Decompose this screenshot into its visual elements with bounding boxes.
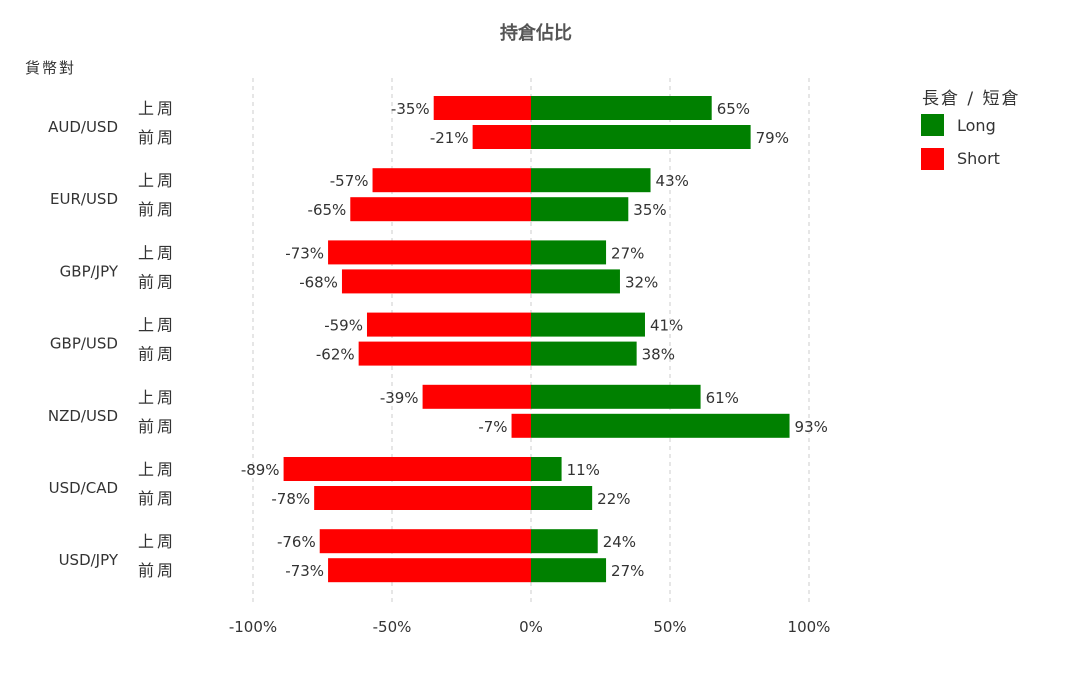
x-axis-ticks: -100% -50% 0% 50% 100% bbox=[229, 618, 831, 636]
short-bar[interactable] bbox=[511, 413, 531, 438]
category-label-usd-cad: USD/CAD bbox=[49, 479, 118, 497]
long-value-label: 93% bbox=[795, 418, 828, 436]
short-value-label: -7% bbox=[478, 418, 507, 436]
long-bar[interactable] bbox=[531, 457, 562, 481]
long-bar[interactable] bbox=[531, 269, 620, 294]
x-tick-label: -50% bbox=[373, 618, 412, 636]
week-label: 上周 bbox=[138, 532, 176, 551]
long-bar[interactable] bbox=[531, 125, 751, 149]
long-bar[interactable] bbox=[531, 529, 598, 554]
short-bar[interactable] bbox=[472, 125, 531, 149]
short-value-label: -39% bbox=[380, 389, 419, 407]
short-bar[interactable] bbox=[328, 558, 531, 583]
x-tick-label: -100% bbox=[229, 618, 277, 636]
week-label: 上周 bbox=[138, 316, 176, 335]
short-bar[interactable] bbox=[366, 312, 531, 337]
long-bar[interactable] bbox=[531, 486, 593, 510]
long-bar[interactable] bbox=[531, 96, 712, 120]
short-value-label: -68% bbox=[299, 273, 338, 291]
long-bar[interactable] bbox=[531, 197, 629, 222]
week-label: 前周 bbox=[138, 489, 176, 508]
grid-layer bbox=[252, 78, 810, 605]
short-value-label: -65% bbox=[308, 201, 347, 219]
category-label-gbp-usd: GBP/USD bbox=[50, 335, 118, 353]
long-value-label: 11% bbox=[567, 461, 600, 479]
x-tick-label: 0% bbox=[519, 618, 543, 636]
short-value-label: -73% bbox=[285, 244, 324, 262]
long-value-label: 27% bbox=[611, 562, 644, 580]
week-label: 上周 bbox=[138, 171, 176, 190]
short-value-label: -78% bbox=[271, 490, 310, 508]
category-label-gbp-jpy: GBP/JPY bbox=[60, 262, 119, 280]
short-value-label: -35% bbox=[391, 100, 430, 118]
short-value-label: -76% bbox=[277, 533, 316, 551]
long-bar[interactable] bbox=[531, 312, 645, 337]
x-tick-label: 50% bbox=[653, 618, 686, 636]
legend-swatch-short bbox=[921, 148, 944, 170]
long-value-label: 27% bbox=[611, 244, 644, 262]
long-value-label: 79% bbox=[756, 129, 789, 147]
week-label: 前周 bbox=[138, 272, 176, 291]
labels-layer: AUD/USD 上周 65% -35% 前周 79% -21% EUR/USD 上周 43% -57… bbox=[48, 99, 828, 580]
legend[interactable]: 長倉 / 短倉 Long Short bbox=[921, 89, 1021, 170]
long-bar[interactable] bbox=[531, 384, 701, 409]
long-value-label: 61% bbox=[706, 389, 739, 407]
short-value-label: -73% bbox=[285, 562, 324, 580]
long-value-label: 38% bbox=[642, 346, 675, 364]
long-bar[interactable] bbox=[531, 240, 607, 265]
short-bar[interactable] bbox=[314, 486, 531, 510]
legend-title: 長倉 / 短倉 bbox=[922, 89, 1021, 109]
legend-label-short: Short bbox=[957, 149, 1000, 168]
long-bar[interactable] bbox=[531, 168, 651, 193]
week-label: 上周 bbox=[138, 388, 176, 407]
long-value-label: 22% bbox=[597, 490, 630, 508]
short-bar[interactable] bbox=[350, 197, 531, 222]
category-label-aud-usd: AUD/USD bbox=[48, 118, 118, 136]
long-bar[interactable] bbox=[531, 413, 790, 438]
category-label-eur-usd: EUR/USD bbox=[50, 190, 118, 208]
week-label: 前周 bbox=[138, 561, 176, 580]
short-value-label: -57% bbox=[330, 172, 369, 190]
short-bar[interactable] bbox=[341, 269, 531, 294]
long-value-label: 41% bbox=[650, 317, 683, 335]
short-bar[interactable] bbox=[283, 457, 531, 481]
short-bar[interactable] bbox=[358, 341, 531, 366]
week-label: 上周 bbox=[138, 243, 176, 262]
week-label: 前周 bbox=[138, 345, 176, 364]
short-bar[interactable] bbox=[328, 240, 531, 265]
legend-swatch-long bbox=[921, 114, 944, 136]
long-value-label: 43% bbox=[656, 172, 689, 190]
week-label: 上周 bbox=[138, 99, 176, 118]
category-label-nzd-usd: NZD/USD bbox=[48, 407, 118, 425]
legend-label-long: Long bbox=[957, 116, 996, 135]
short-value-label: -62% bbox=[316, 346, 355, 364]
week-label: 前周 bbox=[138, 200, 176, 219]
week-label: 前周 bbox=[138, 417, 176, 436]
week-label: 上周 bbox=[138, 460, 176, 479]
category-label-usd-jpy: USD/JPY bbox=[59, 551, 119, 569]
short-value-label: -21% bbox=[430, 129, 469, 147]
long-value-label: 32% bbox=[625, 273, 658, 291]
long-value-label: 35% bbox=[633, 201, 666, 219]
bars-layer bbox=[283, 96, 790, 583]
long-bar[interactable] bbox=[531, 558, 607, 583]
x-tick-label: 100% bbox=[788, 618, 831, 636]
week-label: 前周 bbox=[138, 128, 176, 147]
short-bar[interactable] bbox=[372, 168, 531, 193]
long-bar[interactable] bbox=[531, 341, 637, 366]
short-value-label: -89% bbox=[241, 461, 280, 479]
y-axis-label: 貨幣對 bbox=[25, 59, 76, 77]
short-bar[interactable] bbox=[319, 529, 531, 554]
chart-title: 持倉佔比 bbox=[500, 22, 572, 44]
short-bar[interactable] bbox=[422, 384, 531, 409]
short-value-label: -59% bbox=[324, 317, 363, 335]
long-value-label: 24% bbox=[603, 533, 636, 551]
long-value-label: 65% bbox=[717, 100, 750, 118]
short-bar[interactable] bbox=[433, 96, 531, 120]
